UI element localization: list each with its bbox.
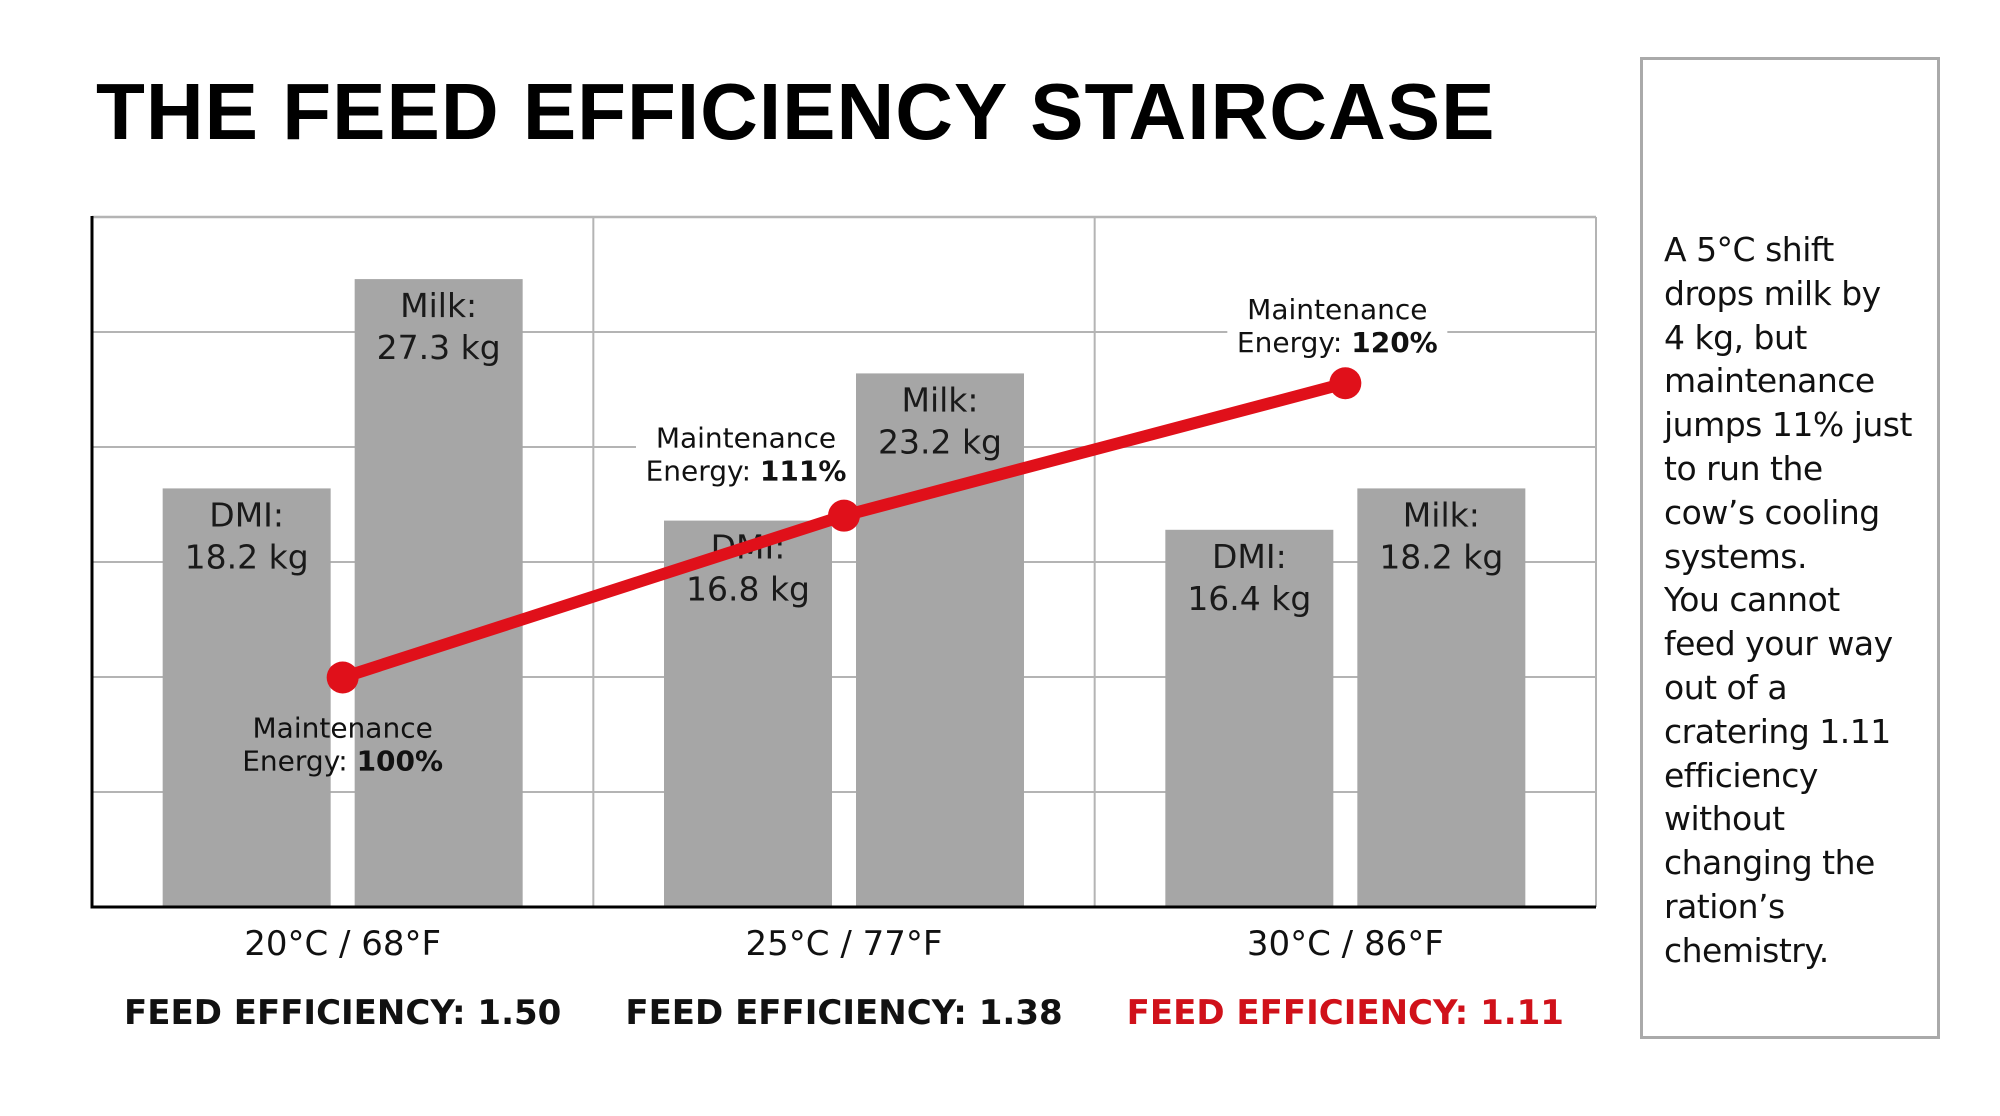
bar-label-line: Milk: [400, 286, 477, 325]
category-label-3: 30°C / 86°F [1247, 924, 1444, 964]
maintenance-energy-label-1: Maintenance Energy: 100% [242, 711, 443, 777]
maintenance-energy-label-3: Maintenance Energy: 120% [1237, 293, 1438, 359]
maintenance-label-line1: Maintenance [656, 422, 836, 455]
feed-efficiency-label-3: FEED EFFICIENCY: 1.11 [1127, 993, 1564, 1033]
maintenance-line-layer [326, 367, 1362, 694]
bar-label-line: 23.2 kg [878, 422, 1002, 461]
feed-efficiency-label-1: FEED EFFICIENCY: 1.50 [124, 993, 561, 1033]
maintenance-energy-point-1 [326, 661, 359, 694]
maintenance-label-prefix: Energy: [1237, 326, 1351, 359]
bar-dmi-3 [1165, 529, 1334, 907]
bar-label-line: 16.8 kg [686, 570, 810, 609]
maintenance-label-value: 120% [1351, 326, 1438, 359]
maintenance-labels-layer: Maintenance Energy: 100%Maintenance Energy… [242, 291, 1448, 777]
bar-label-milk-1: Milk: 27.3 kg [377, 286, 501, 367]
maintenance-energy-point-2 [828, 499, 860, 532]
category-label-1: 20°C / 68°F [244, 924, 441, 964]
page-title: THE FEED EFFICIENCY STAIRCASE [96, 67, 1496, 156]
maintenance-energy-point-3 [1329, 367, 1362, 400]
maintenance-label-bg [636, 419, 856, 490]
maintenance-label-value: 111% [760, 455, 847, 488]
bar-milk-2 [856, 373, 1024, 907]
bar-milk-3 [1357, 488, 1526, 907]
maintenance-label-line1: Maintenance [1247, 293, 1427, 326]
maintenance-label-bg [1227, 291, 1448, 362]
category-labels-layer: 20°C / 68°F FEED EFFICIENCY: 1.50 25°C / 7… [124, 924, 1564, 1033]
feed-efficiency-label-2: FEED EFFICIENCY: 1.38 [625, 993, 1062, 1033]
category-label-2: 25°C / 77°F [746, 924, 943, 964]
bar-label-line: 27.3 kg [377, 328, 501, 367]
bar-label-line: 18.2 kg [185, 537, 309, 576]
bar-label-line: Milk: [1403, 495, 1480, 534]
bars-layer [162, 279, 1526, 908]
maintenance-energy-label-2: Maintenance Energy: 111% [646, 422, 847, 488]
bar-label-line: DMI: [209, 495, 284, 534]
bar-label-line: Milk: [901, 380, 978, 419]
bar-dmi-1 [162, 488, 331, 907]
axis-layer [90, 216, 1596, 909]
bar-label-milk-2: Milk: 23.2 kg [878, 380, 1002, 461]
insight-text: A 5°C shift drops milk by 4 kg, but main… [1664, 230, 1912, 970]
maintenance-label-value: 100% [357, 744, 444, 777]
bar-label-line: DMI: [1212, 537, 1287, 576]
bar-label-milk-3: Milk: 18.2 kg [1379, 495, 1503, 576]
bar-dmi-2 [664, 520, 832, 907]
bar-milk-1 [354, 279, 523, 908]
insight-panel: A 5°C shift drops milk by 4 kg, but main… [1640, 57, 1940, 1039]
maintenance-label-prefix: Energy: [242, 744, 356, 777]
maintenance-label-line1: Maintenance [253, 711, 433, 744]
maintenance-label-prefix: Energy: [646, 455, 760, 488]
bar-label-dmi-3: DMI: 16.4 kg [1187, 537, 1311, 618]
bar-label-dmi-1: DMI: 18.2 kg [185, 495, 309, 576]
bar-label-line: 16.4 kg [1187, 579, 1311, 618]
bar-label-line: 18.2 kg [1379, 537, 1503, 576]
